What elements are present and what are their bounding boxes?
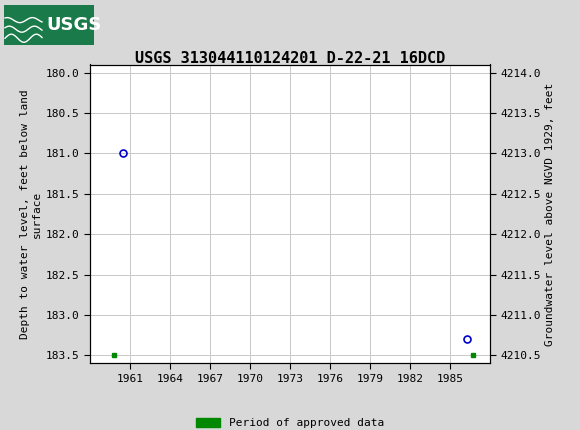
Text: USGS: USGS [46,16,102,34]
Y-axis label: Depth to water level, feet below land
surface: Depth to water level, feet below land su… [20,89,42,339]
Legend: Period of approved data: Period of approved data [191,414,389,430]
Y-axis label: Groundwater level above NGVD 1929, feet: Groundwater level above NGVD 1929, feet [545,82,555,346]
Text: USGS 313044110124201 D-22-21 16DCD: USGS 313044110124201 D-22-21 16DCD [135,51,445,65]
Bar [4,5,94,45]
